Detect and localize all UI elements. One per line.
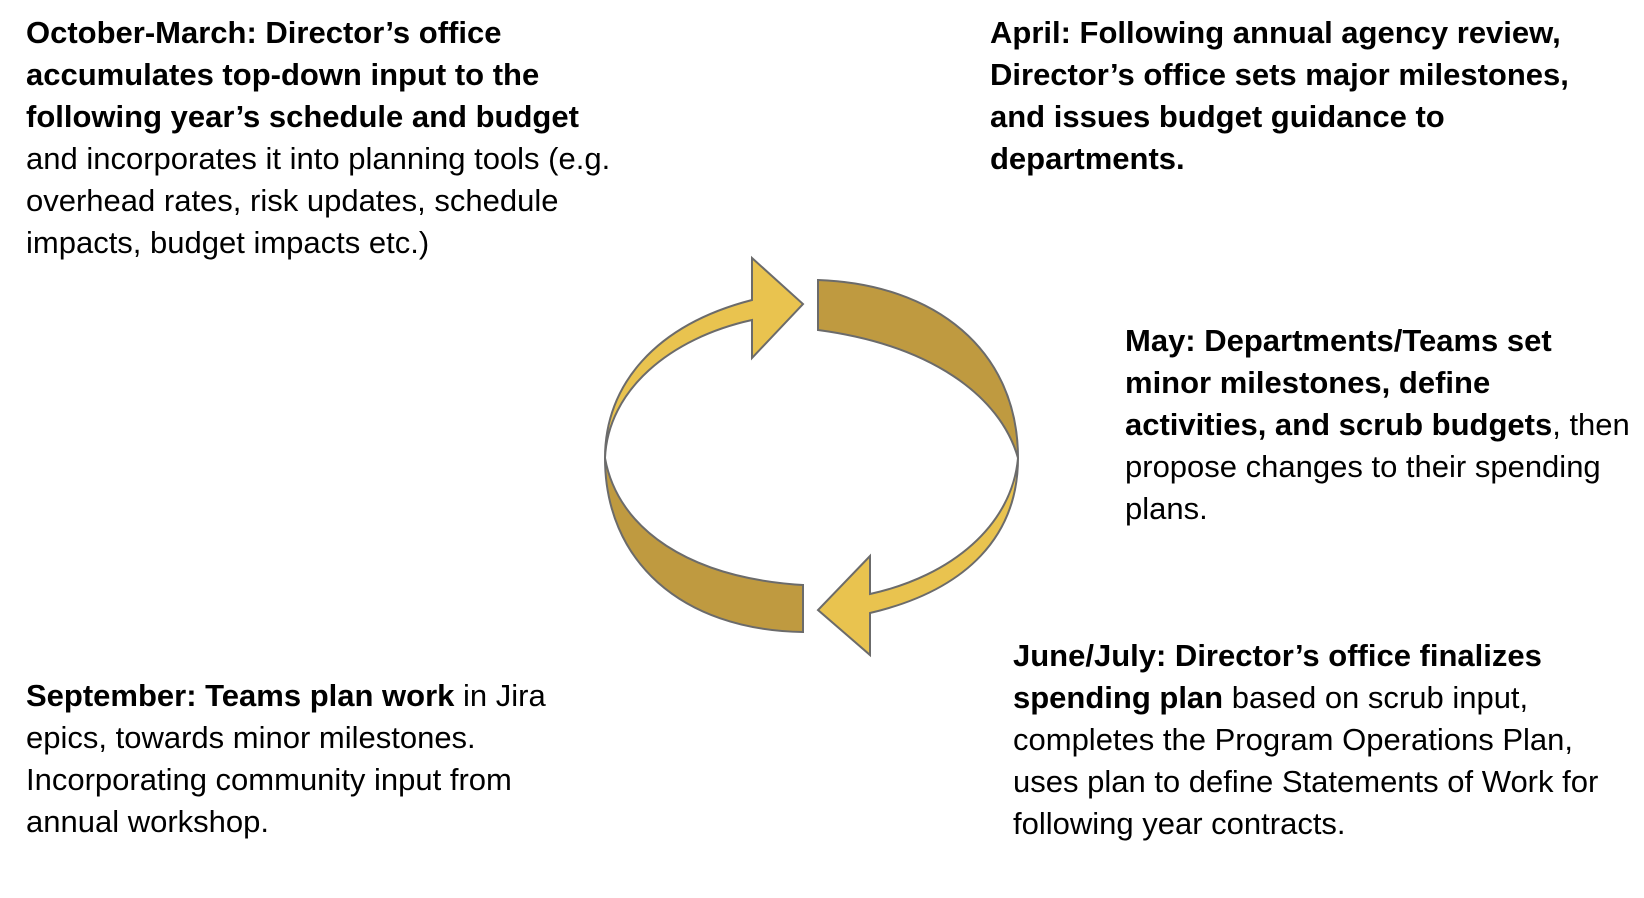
- stage-october-march: October-March: Director’s office accumul…: [26, 12, 626, 264]
- stage-june-july-bold: June/July: Director’s office finalizes s…: [1013, 638, 1542, 715]
- stage-june-july: June/July: Director’s office finalizes s…: [1013, 635, 1613, 845]
- stage-may: May: Departments/Teams set minor milesto…: [1125, 320, 1640, 530]
- cycle-arrow-top-left: [604, 255, 805, 459]
- stage-may-bold: May: Departments/Teams set minor milesto…: [1125, 323, 1553, 442]
- cycle-arrow-bottom-right: [816, 457, 1019, 658]
- stage-april-bold: April: Following annual agency review, D…: [990, 15, 1569, 176]
- stage-june-july-text: based on scrub input, completes the Prog…: [1013, 680, 1599, 841]
- cycle-band-right: [817, 278, 1019, 459]
- stage-september-bold: September: Teams plan work: [26, 678, 455, 713]
- stage-april: April: Following annual agency review, D…: [990, 12, 1590, 180]
- stage-september: September: Teams plan work in Jira epics…: [26, 675, 586, 843]
- stage-october-march-text: and incorporates it into planning tools …: [26, 141, 611, 260]
- cycle-band-bottom-left: [604, 457, 804, 634]
- stage-october-march-bold: October-March: Director’s office accumul…: [26, 15, 579, 134]
- stage-may-text: , then propose changes to their spending…: [1125, 407, 1630, 526]
- stage-september-text: in Jira epics, towards minor milestones.…: [26, 678, 546, 839]
